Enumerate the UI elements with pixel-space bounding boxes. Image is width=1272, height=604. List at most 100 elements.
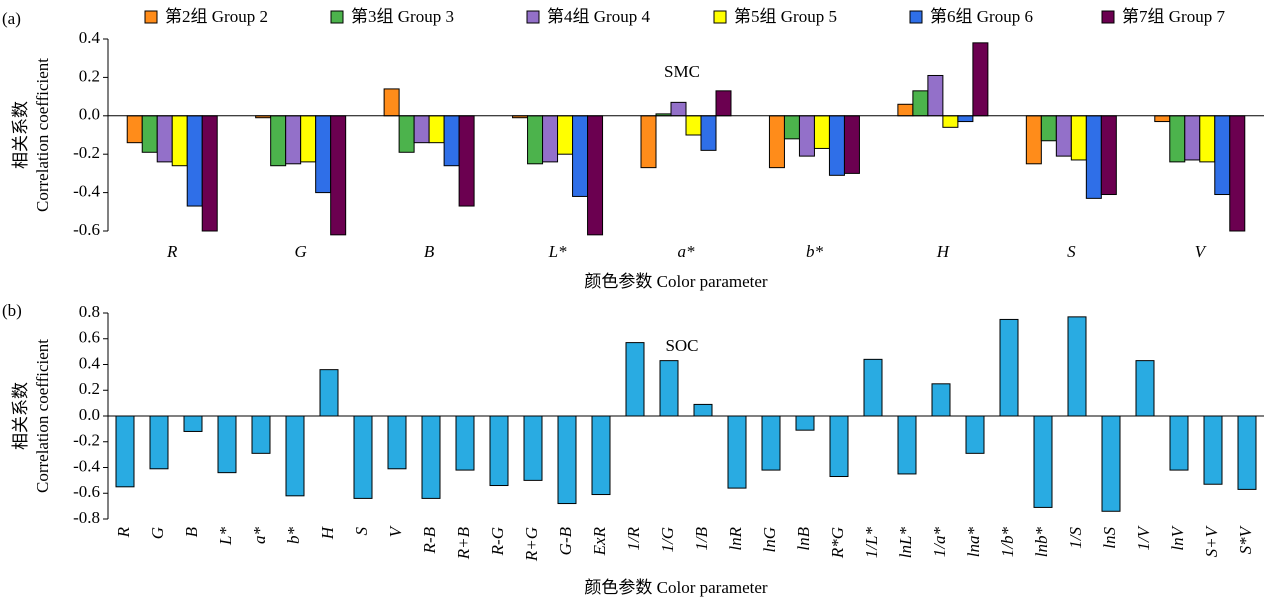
bar	[1199, 115, 1216, 163]
bar	[428, 115, 445, 144]
x-tick-label: 1/G	[658, 527, 677, 553]
legend-label: 第6组 Group 6	[930, 7, 1033, 26]
bar	[761, 415, 781, 471]
bar	[421, 415, 441, 499]
x-tick-label: a*	[250, 527, 269, 545]
panel-label: (b)	[2, 301, 22, 320]
bar	[1229, 115, 1246, 232]
bar	[141, 115, 158, 153]
x-tick-label: S+V	[1202, 524, 1221, 557]
bar	[387, 415, 407, 470]
x-tick-label: L*	[548, 242, 567, 261]
y-tick-label: -0.6	[73, 220, 100, 239]
bar	[897, 415, 917, 475]
bar	[171, 115, 188, 167]
bar	[625, 342, 645, 417]
bar	[843, 115, 860, 174]
legend-swatch	[330, 10, 344, 24]
bar	[523, 415, 543, 481]
x-tick-label: R-B	[420, 526, 439, 554]
bar	[285, 115, 302, 165]
x-tick-label: B	[182, 526, 201, 537]
bar	[591, 415, 611, 496]
bar	[115, 415, 135, 488]
bar	[489, 415, 509, 487]
x-tick-label: 1/V	[1134, 524, 1153, 550]
x-tick-label: S*V	[1236, 524, 1255, 554]
bar	[353, 415, 373, 499]
bar	[1203, 415, 1223, 485]
bar	[1040, 115, 1057, 142]
x-tick-label: lnL*	[896, 527, 915, 559]
x-tick-label: 1/B	[692, 526, 711, 550]
legend-label: 第2组 Group 2	[165, 7, 268, 26]
bar	[727, 415, 747, 489]
bar	[999, 318, 1019, 417]
x-tick-label: R	[166, 242, 178, 261]
y-tick-label: -0.6	[73, 482, 100, 501]
bar	[798, 115, 815, 157]
bar	[1101, 415, 1121, 512]
x-tick-label: 1/a*	[930, 527, 949, 558]
y-tick-label: 0.4	[79, 353, 101, 372]
x-tick-label: H	[936, 242, 951, 261]
legend-label: 第4组 Group 4	[547, 7, 650, 26]
bar	[455, 415, 475, 471]
x-axis-label: 颜色参数 Color parameter	[584, 578, 768, 597]
bar	[897, 103, 914, 117]
bar	[527, 115, 544, 165]
bar	[156, 115, 173, 163]
x-tick-label: S	[352, 527, 371, 536]
bar	[1169, 115, 1186, 163]
bar	[443, 115, 460, 167]
bar	[149, 415, 169, 470]
bar	[542, 115, 559, 163]
bar	[383, 88, 400, 117]
y-tick-label: 0.2	[79, 379, 100, 398]
bar	[912, 90, 929, 117]
bar	[1085, 115, 1102, 199]
bar	[693, 403, 713, 417]
x-tick-label: R+G	[522, 527, 541, 562]
bar	[300, 115, 317, 163]
bar	[1214, 115, 1231, 196]
bar	[201, 115, 218, 232]
bar	[828, 115, 845, 176]
legend-swatch	[909, 10, 923, 24]
bar	[1025, 115, 1042, 165]
x-tick-label: 1/S	[1066, 527, 1085, 549]
x-tick-label: G	[148, 527, 167, 539]
x-tick-label: R	[114, 526, 133, 538]
bar	[700, 115, 717, 151]
x-tick-label: S	[1067, 242, 1076, 261]
x-tick-label: a*	[678, 242, 696, 261]
bar	[965, 415, 985, 454]
bar	[659, 360, 679, 417]
y-tick-label: -0.2	[73, 431, 100, 450]
bar	[813, 115, 830, 149]
bar	[126, 115, 143, 144]
x-tick-label: lnR	[726, 526, 745, 550]
y-tick-label: 0.0	[79, 105, 100, 124]
x-tick-label: G	[295, 242, 307, 261]
x-tick-label: H	[318, 525, 337, 540]
bar	[1033, 415, 1053, 508]
x-tick-label: R+B	[454, 526, 473, 560]
bar	[795, 415, 815, 431]
legend-swatch	[144, 10, 158, 24]
bar	[572, 115, 589, 197]
x-tick-label: lnS	[1100, 527, 1119, 549]
x-tick-label: R*G	[828, 527, 847, 559]
y-tick-label: 0.4	[79, 28, 101, 47]
y-axis-label: Correlation coefficient	[33, 339, 52, 493]
bar	[863, 358, 883, 417]
y-tick-label: -0.2	[73, 143, 100, 162]
legend-swatch	[526, 10, 540, 24]
y-tick-label: -0.4	[73, 456, 100, 475]
legend-label: 第7组 Group 7	[1122, 7, 1225, 26]
bar	[270, 115, 287, 167]
bar	[1184, 115, 1201, 161]
bar	[942, 115, 959, 128]
bar	[557, 415, 577, 505]
bar	[413, 115, 430, 144]
